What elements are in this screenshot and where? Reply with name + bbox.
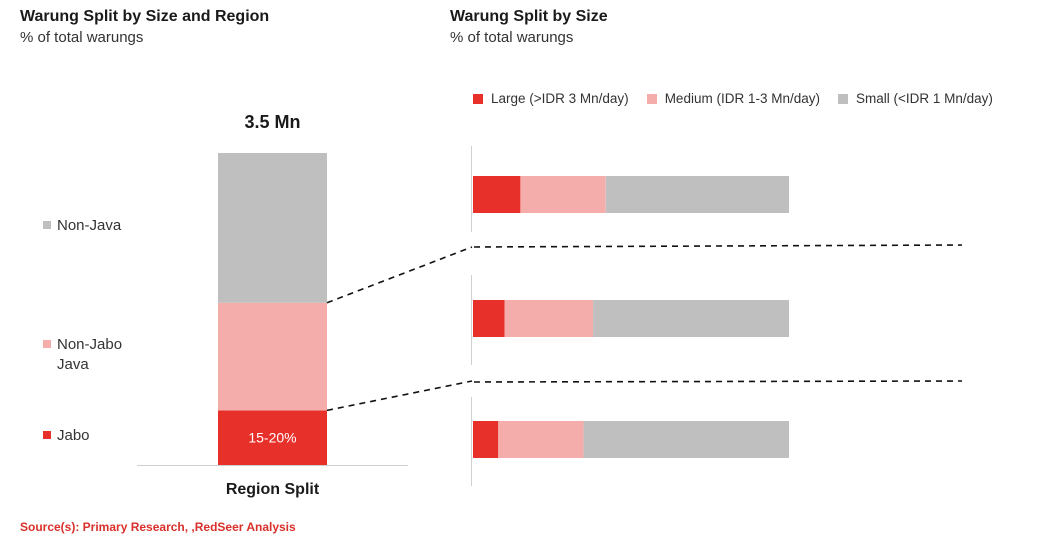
legend-label: Large (>IDR 3 Mn/day) — [491, 91, 629, 106]
size-bar-jabo-medium — [498, 421, 584, 458]
category-label-line: Java — [43, 355, 122, 375]
legend-item-small: Small (<IDR 1 Mn/day) — [837, 91, 993, 106]
region-bar-non-jabo-java — [218, 302, 327, 411]
category-label-jabo: Jabo — [43, 426, 90, 446]
category-label-non-jabo-java: Non-Jabo Java — [43, 335, 122, 375]
legend-swatch — [473, 93, 483, 104]
category-label-line: Jabo — [43, 426, 90, 446]
region-x-axis-label: Region Split — [226, 481, 320, 498]
category-label-line: Non-Java — [43, 216, 121, 236]
category-label-text: Non-Java — [57, 216, 122, 234]
legend-label: Small (<IDR 1 Mn/day) — [855, 91, 993, 106]
connector-line-lower-right — [473, 380, 963, 383]
right-chart-subtitle: % of total warungs — [450, 29, 574, 46]
size-bar-non-jabo-java-small — [593, 300, 789, 337]
size-bar-non-java-medium — [520, 176, 606, 213]
category-label-text: Non-Jabo — [57, 335, 123, 353]
left-chart-subtitle: % of total warungs — [20, 29, 144, 46]
size-bar-non-java-large — [473, 176, 521, 213]
size-bar-non-jabo-java-medium — [504, 300, 594, 337]
legend-swatch — [837, 93, 848, 104]
legend-swatch — [646, 93, 657, 104]
legend-item-medium: Medium (IDR 1-3 Mn/day) — [646, 91, 820, 106]
region-bar-jabo-value-label: 15-20% — [248, 430, 296, 446]
connector-line-upper-right — [473, 244, 963, 248]
connector-line-upper-left — [326, 246, 473, 304]
category-swatch — [43, 220, 51, 229]
region-total-label: 3.5 Mn — [244, 112, 300, 132]
right-chart-title: Warung Split by Size — [450, 8, 608, 25]
left-chart-title: Warung Split by Size and Region — [20, 8, 270, 25]
region-bar-jabo — [218, 410, 327, 465]
category-swatch — [43, 339, 51, 348]
category-label-line: Non-Jabo — [43, 335, 122, 355]
category-label-non-java: Non-Java — [43, 216, 121, 236]
connector-line-lower-left — [326, 380, 473, 412]
size-bar-jabo-large — [473, 421, 499, 458]
legend-label: Medium (IDR 1-3 Mn/day) — [664, 91, 820, 106]
size-bar-non-jabo-java-large — [473, 300, 505, 337]
size-bar-jabo-small — [583, 421, 789, 458]
source-note: Source(s): Primary Research, ,RedSeer An… — [20, 520, 296, 534]
legend-item-large: Large (>IDR 3 Mn/day) — [473, 91, 629, 106]
category-label-text: Java — [57, 355, 89, 373]
category-label-text: Jabo — [57, 426, 90, 444]
category-swatch — [43, 430, 51, 439]
right-chart-legend: Large (>IDR 3 Mn/day) Medium (IDR 1-3 Mn/… — [473, 91, 993, 106]
region-bar-non-java — [218, 153, 327, 303]
size-bar-non-java-small — [605, 176, 789, 213]
